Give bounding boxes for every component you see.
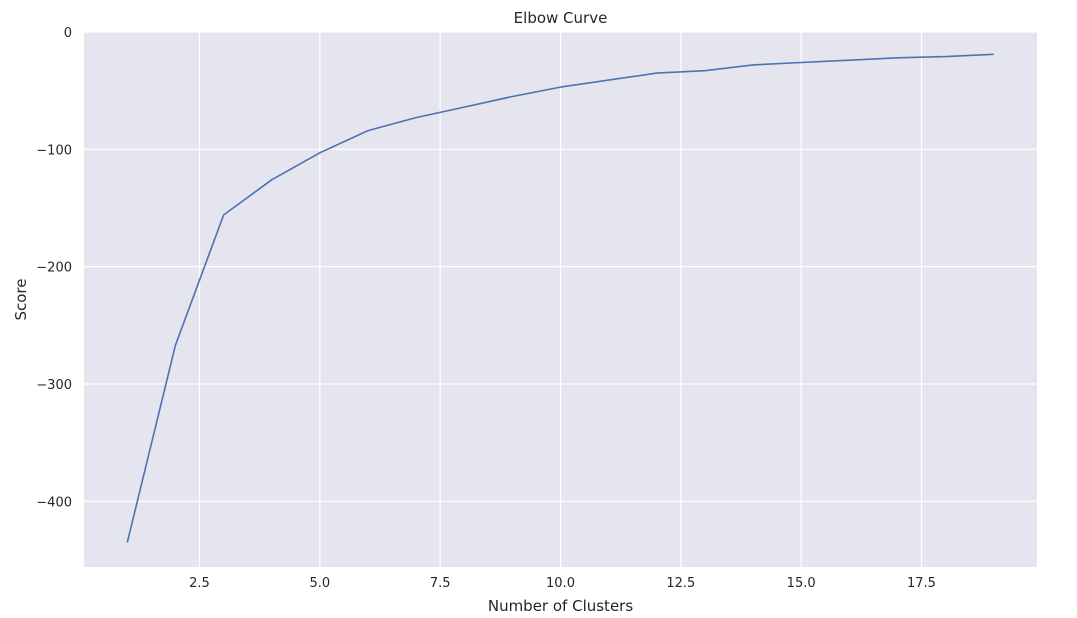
y-tick-label: −100	[36, 143, 72, 158]
x-tick-label: 17.5	[907, 576, 936, 591]
x-tick-label: 15.0	[787, 576, 816, 591]
chart-title: Elbow Curve	[514, 9, 608, 27]
x-tick-label: 12.5	[666, 576, 695, 591]
tick-labels: 2.5 5.0 7.5 10.0 12.5 15.0 17.5 0 −100 −200 −300 −4…	[36, 26, 936, 591]
grid-lines	[84, 31, 1037, 567]
x-tick-label: 2.5	[189, 576, 210, 591]
y-tick-label: −300	[36, 378, 72, 393]
x-tick-label: 7.5	[430, 576, 451, 591]
x-tick-label: 10.0	[546, 576, 575, 591]
series-line	[126, 53, 994, 543]
x-tick-label: 5.0	[309, 576, 330, 591]
series-layer	[126, 53, 994, 543]
y-tick-label: −400	[36, 495, 72, 510]
x-axis-title: Number of Clusters	[488, 597, 633, 615]
y-tick-label: −200	[36, 261, 72, 276]
y-tick-label: 0	[64, 26, 72, 41]
y-axis-title: Score	[12, 278, 30, 320]
